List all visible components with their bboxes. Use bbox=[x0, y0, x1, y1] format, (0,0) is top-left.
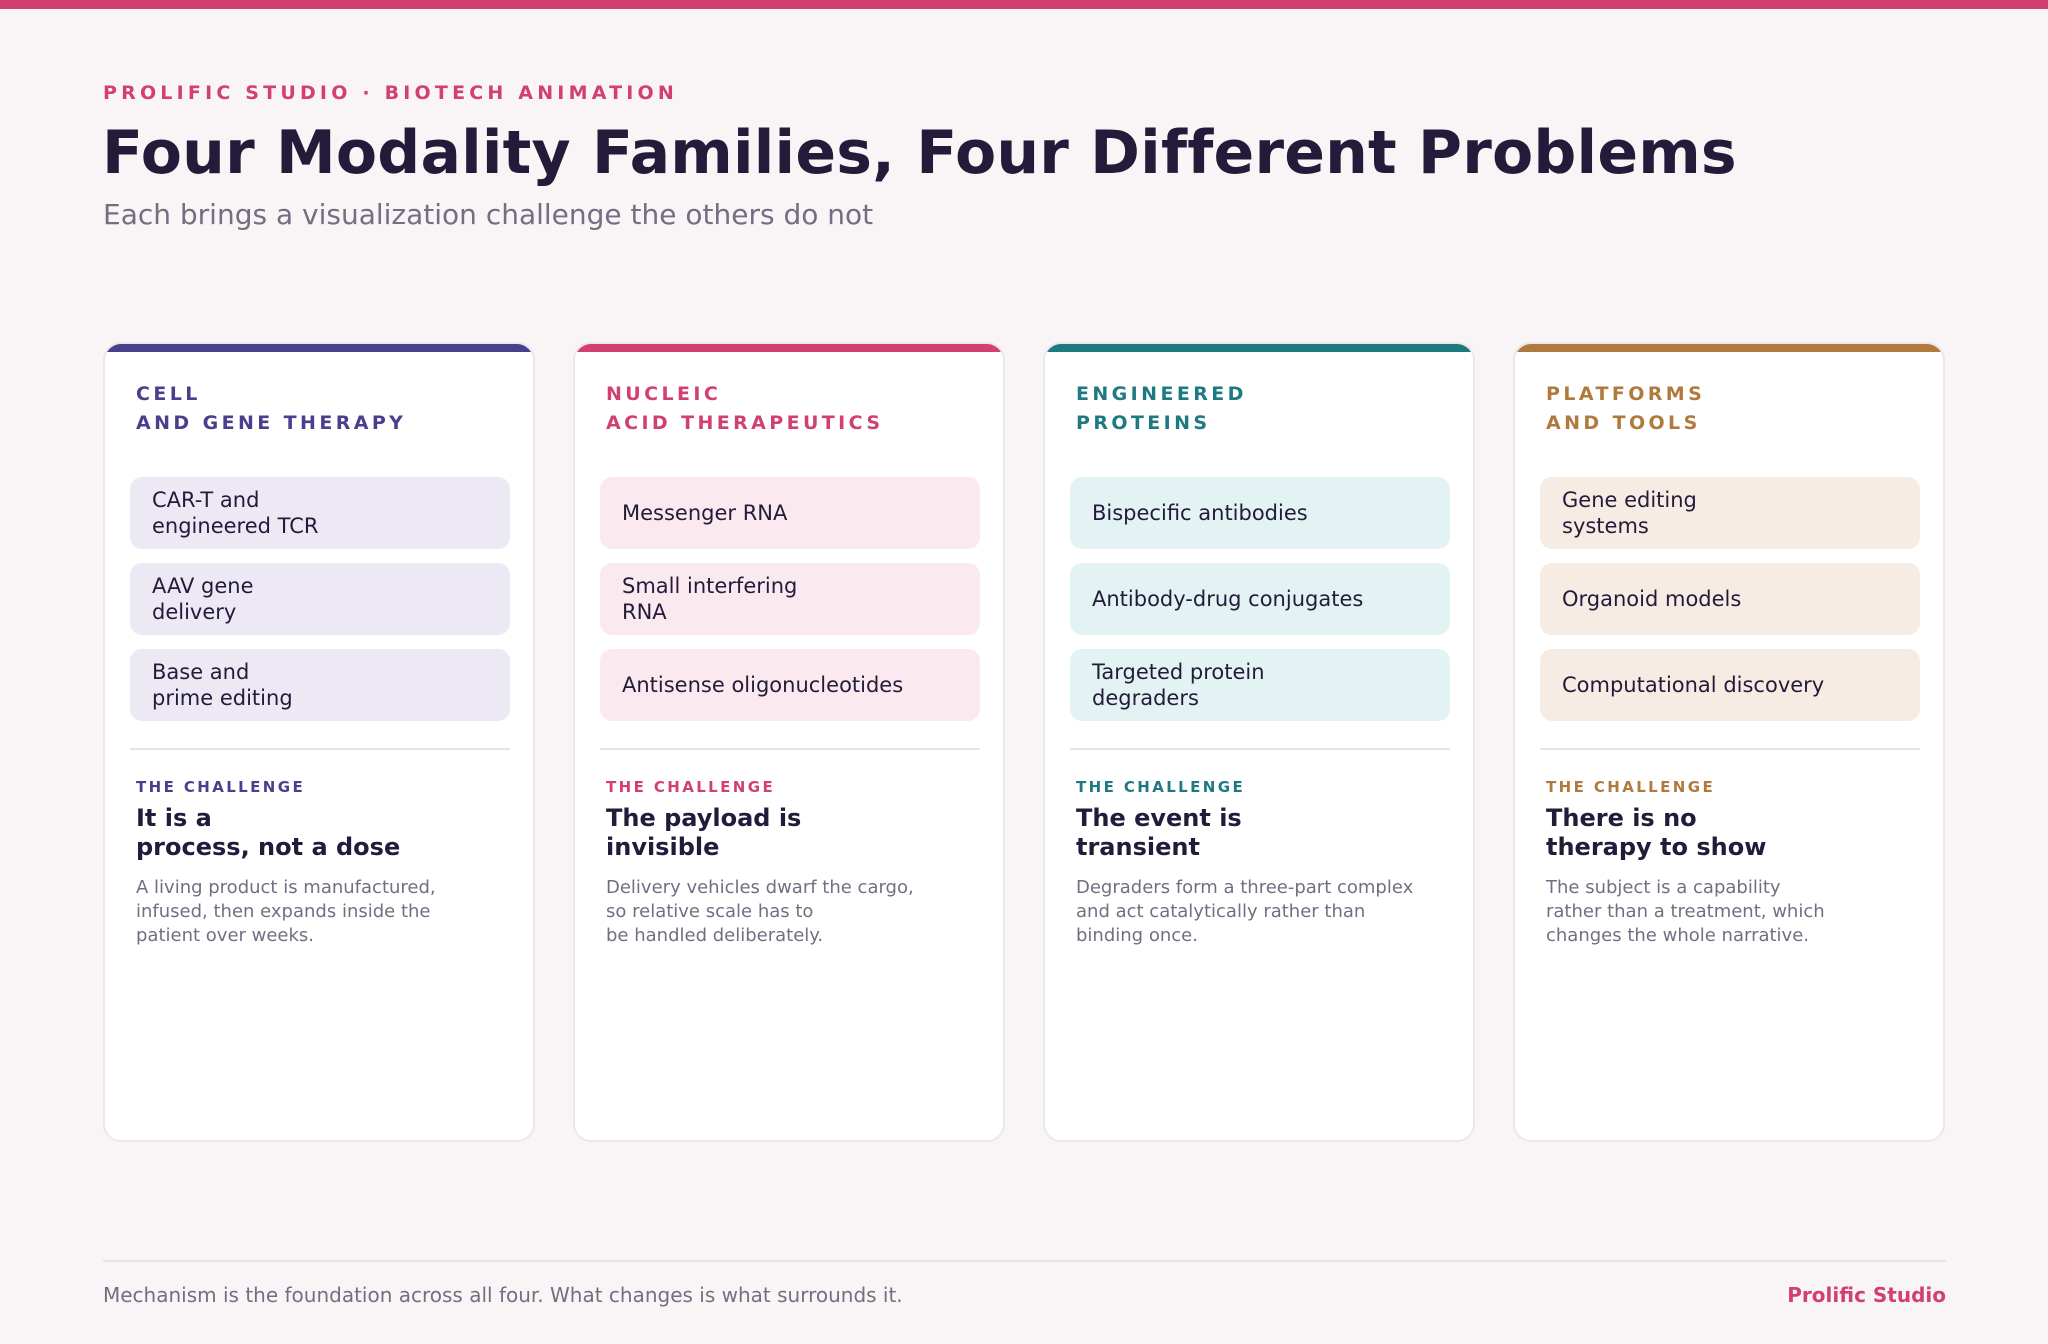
challenge-title: The event is transient bbox=[1076, 804, 1242, 862]
modality-item-label: Base and bbox=[152, 660, 250, 684]
modality-item-label: Bispecific antibodies bbox=[1092, 501, 1308, 525]
modality-item: Computational discovery bbox=[1540, 649, 1920, 721]
eyebrow-label: PROLIFIC STUDIO · BIOTECH ANIMATION bbox=[103, 82, 679, 104]
modality-item-label: Small interfering bbox=[622, 574, 798, 598]
challenge-body: A living product is manufactured, infused… bbox=[136, 876, 436, 948]
challenge-title-line: therapy to show bbox=[1546, 833, 1767, 861]
challenge-title: The payload is invisible bbox=[606, 804, 801, 862]
modality-card: ENGINEERED PROTEINS Bispecific antibodies A… bbox=[1043, 342, 1475, 1142]
challenge-body-line: A living product is manufactured, bbox=[136, 877, 436, 898]
modality-item-label: CAR-T and bbox=[152, 488, 260, 512]
challenge-title-line: The event is bbox=[1076, 804, 1242, 832]
modality-item: Small interfering RNA bbox=[600, 563, 980, 635]
card-title-line: AND GENE THERAPY bbox=[136, 412, 407, 434]
card-title-line: CELL bbox=[136, 383, 201, 405]
card-divider bbox=[1540, 748, 1920, 750]
modality-item: AAV gene delivery bbox=[130, 563, 510, 635]
challenge-title: It is a process, not a dose bbox=[136, 804, 400, 862]
challenge-body-line: infused, then expands inside the bbox=[136, 901, 431, 922]
modality-item-label: prime editing bbox=[152, 686, 293, 710]
challenge-body-line: Delivery vehicles dwarf the cargo, bbox=[606, 877, 914, 898]
modality-item-label: delivery bbox=[152, 600, 237, 624]
card-title-line: PLATFORMS bbox=[1546, 383, 1706, 405]
modality-item-label: Antisense oligonucleotides bbox=[622, 673, 904, 697]
challenge-body-line: rather than a treatment, which bbox=[1546, 901, 1825, 922]
modality-item-label: Antibody-drug conjugates bbox=[1092, 587, 1364, 611]
footer-divider bbox=[103, 1260, 1946, 1262]
modality-item: Antibody-drug conjugates bbox=[1070, 563, 1450, 635]
footer-brand: Prolific Studio bbox=[1787, 1283, 1946, 1307]
modality-card: PLATFORMS AND TOOLS Gene editing systems Org… bbox=[1513, 342, 1945, 1142]
card-title-line: AND TOOLS bbox=[1546, 412, 1701, 434]
card-title: CELL AND GENE THERAPY bbox=[136, 380, 406, 438]
modality-item-label: Messenger RNA bbox=[622, 501, 788, 525]
challenge-label: THE CHALLENGE bbox=[606, 778, 776, 796]
top-accent-bar bbox=[0, 0, 2048, 9]
card-divider bbox=[600, 748, 980, 750]
card-title-line: ACID THERAPEUTICS bbox=[606, 412, 884, 434]
challenge-body-line: changes the whole narrative. bbox=[1546, 925, 1810, 946]
modality-item: Bispecific antibodies bbox=[1070, 477, 1450, 549]
footer-note: Mechanism is the foundation across all f… bbox=[103, 1283, 903, 1307]
modality-list: Bispecific antibodies Antibody-drug conju… bbox=[1070, 477, 1450, 735]
card-accent-bar bbox=[1045, 344, 1473, 352]
modality-list: Gene editing systems Organoid models Comput… bbox=[1540, 477, 1920, 735]
challenge-title-line: There is no bbox=[1546, 804, 1697, 832]
modality-item-label: degraders bbox=[1092, 686, 1199, 710]
card-title-line: NUCLEIC bbox=[606, 383, 722, 405]
modality-list: Messenger RNA Small interfering RNA Antisen… bbox=[600, 477, 980, 735]
page-subtitle: Each brings a visualization challenge th… bbox=[103, 198, 874, 231]
challenge-title-line: It is a bbox=[136, 804, 212, 832]
card-divider bbox=[130, 748, 510, 750]
challenge-title-line: The payload is bbox=[606, 804, 802, 832]
page-title: Four Modality Families, Four Different P… bbox=[102, 118, 1737, 188]
card-accent-bar bbox=[1515, 344, 1943, 352]
modality-item-label: Gene editing bbox=[1562, 488, 1697, 512]
challenge-title-line: process, not a dose bbox=[136, 833, 401, 861]
challenge-body: The subject is a capability rather than a… bbox=[1546, 876, 1825, 948]
modality-item: Targeted protein degraders bbox=[1070, 649, 1450, 721]
challenge-label: THE CHALLENGE bbox=[1076, 778, 1246, 796]
challenge-body-line: patient over weeks. bbox=[136, 925, 315, 946]
modality-item-label: Targeted protein bbox=[1092, 660, 1265, 684]
card-title: ENGINEERED PROTEINS bbox=[1076, 380, 1247, 438]
challenge-label: THE CHALLENGE bbox=[1546, 778, 1716, 796]
modality-item-label: engineered TCR bbox=[152, 514, 319, 538]
modality-item-label: systems bbox=[1562, 514, 1649, 538]
modality-card: CELL AND GENE THERAPY CAR-T and engineered … bbox=[103, 342, 535, 1142]
challenge-body-line: so relative scale has to bbox=[606, 901, 814, 922]
card-title: PLATFORMS AND TOOLS bbox=[1546, 380, 1705, 438]
challenge-body-line: and act catalytically rather than bbox=[1076, 901, 1366, 922]
modality-item-label: RNA bbox=[622, 600, 667, 624]
challenge-body-line: The subject is a capability bbox=[1546, 877, 1781, 898]
modality-item-label: Computational discovery bbox=[1562, 673, 1825, 697]
challenge-body-line: binding once. bbox=[1076, 925, 1198, 946]
challenge-body: Degraders form a three-part complex and a… bbox=[1076, 876, 1413, 948]
modality-list: CAR-T and engineered TCR AAV gene delivery B… bbox=[130, 477, 510, 735]
card-title-line: ENGINEERED bbox=[1076, 383, 1247, 405]
challenge-body-line: Degraders form a three-part complex bbox=[1076, 877, 1414, 898]
challenge-body: Delivery vehicles dwarf the cargo, so rel… bbox=[606, 876, 914, 948]
modality-item: Antisense oligonucleotides bbox=[600, 649, 980, 721]
modality-item: Base and prime editing bbox=[130, 649, 510, 721]
card-accent-bar bbox=[575, 344, 1003, 352]
modality-item: Messenger RNA bbox=[600, 477, 980, 549]
modality-item: Organoid models bbox=[1540, 563, 1920, 635]
modality-item-label: Organoid models bbox=[1562, 587, 1742, 611]
card-divider bbox=[1070, 748, 1450, 750]
modality-item: Gene editing systems bbox=[1540, 477, 1920, 549]
card-accent-bar bbox=[105, 344, 533, 352]
challenge-title-line: transient bbox=[1076, 833, 1200, 861]
challenge-label: THE CHALLENGE bbox=[136, 778, 306, 796]
challenge-title-line: invisible bbox=[606, 833, 720, 861]
card-title: NUCLEIC ACID THERAPEUTICS bbox=[606, 380, 883, 438]
modality-item: CAR-T and engineered TCR bbox=[130, 477, 510, 549]
challenge-body-line: be handled deliberately. bbox=[606, 925, 824, 946]
modality-item-label: AAV gene bbox=[152, 574, 254, 598]
card-title-line: PROTEINS bbox=[1076, 412, 1211, 434]
challenge-title: There is no therapy to show bbox=[1546, 804, 1766, 862]
modality-card: NUCLEIC ACID THERAPEUTICS Messenger RNA Sma… bbox=[573, 342, 1005, 1142]
